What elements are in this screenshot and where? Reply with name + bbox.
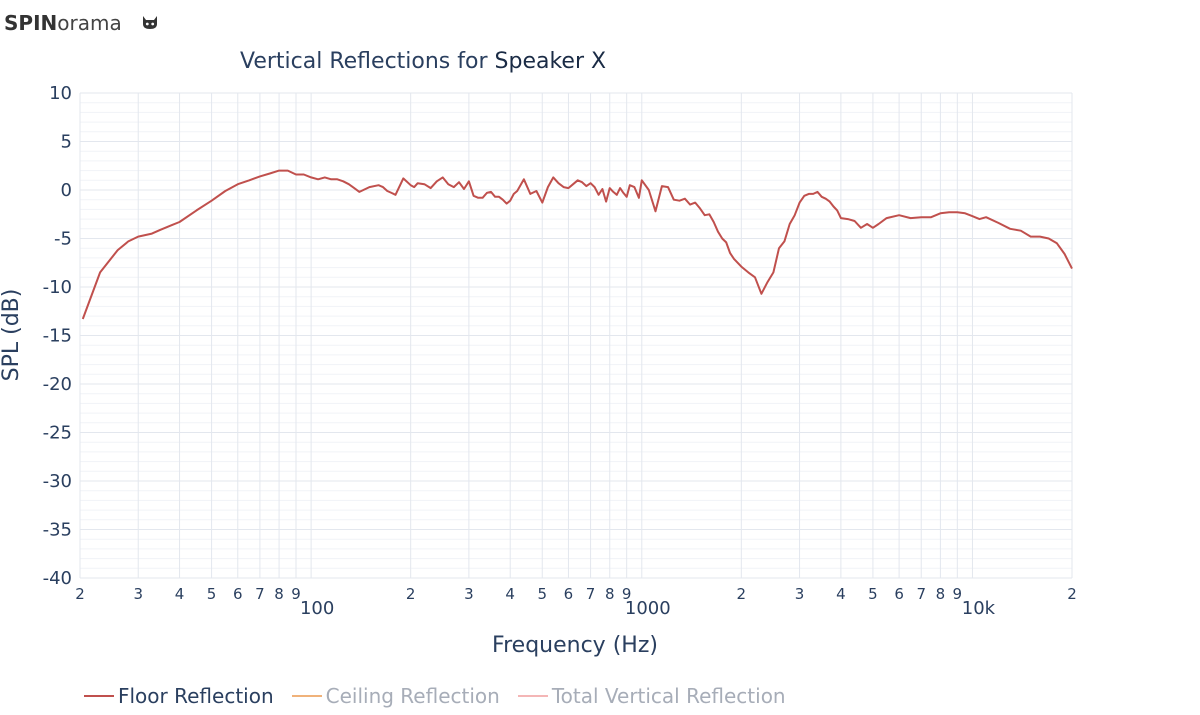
x-tick-label: 5 [537,585,547,603]
x-tick-label: 9 [291,585,301,603]
x-tick-label: 9 [953,585,963,603]
legend-item-2[interactable]: Total Vertical Reflection [517,684,786,708]
y-tick-label: 5 [61,132,72,153]
x-tick-label: 7 [586,585,596,603]
chart-title-speaker: Speaker X [495,49,607,74]
y-tick-label: -25 [43,423,72,444]
y-tick-label: 10 [49,83,72,104]
x-tick-label: 10k [962,598,996,619]
x-tick-label: 8 [936,585,946,603]
x-tick-label: 2 [1067,585,1077,603]
x-tick-label: 4 [175,585,185,603]
x-tick-label: 4 [836,585,846,603]
x-tick-label: 9 [622,585,632,603]
x-tick-label: 8 [274,585,284,603]
y-tick-label: -40 [43,568,72,589]
x-tick-label: 5 [207,585,217,603]
y-tick-label: -15 [43,326,72,347]
x-tick-label: 3 [795,585,805,603]
x-tick-label: 8 [605,585,615,603]
chart: Vertical Reflections for Speaker X 10 5 0 -… [0,49,1077,658]
y-tick-label: -10 [43,277,72,298]
x-tick-label: 7 [916,585,926,603]
series-line-0 [81,169,1073,320]
x-tick-label: 4 [505,585,515,603]
legend-label: Floor Reflection [118,684,274,708]
legend-swatch [291,695,322,697]
x-tick-label: 100 [300,598,334,619]
y-tick-label: 0 [61,180,72,201]
y-tick-label: -30 [43,471,72,492]
y-axis-ticks: 10 5 0 -5 -10 -15 -20 -25 -30 -35 -40 [43,83,72,589]
x-tick-label: 6 [564,585,574,603]
x-tick-label: 7 [255,585,265,603]
x-tick-label: 6 [233,585,243,603]
y-axis-title: SPL (dB) [0,289,24,382]
legend-swatch [84,695,114,697]
x-tick-label: 3 [133,585,143,603]
y-tick-label: -35 [43,520,72,541]
legend-item-1[interactable]: Ceiling Reflection [291,684,500,708]
x-tick-label: 5 [868,585,878,603]
x-tick-label: 2 [406,585,416,603]
legend-item-0[interactable]: Floor Reflection [84,684,274,708]
plot-area[interactable] [81,169,1073,320]
legend-label: Total Vertical Reflection [551,684,786,708]
github-icon[interactable] [140,13,160,33]
x-tick-label: 2 [737,585,747,603]
chart-title-prefix: Vertical Reflections for [240,49,495,74]
chart-title: Vertical Reflections for Speaker X [240,49,606,74]
x-axis-title: Frequency (Hz) [492,633,658,658]
y-tick-label: -20 [43,374,72,395]
brand-name-light: orama [57,11,122,35]
y-tick-label: -5 [54,229,72,250]
legend: Floor Reflection Ceiling Reflection Total … [84,684,786,708]
brand-name-bold: SPIN [4,11,58,35]
x-tick-label: 1000 [625,598,671,619]
grid [79,92,1073,579]
brand-logo[interactable]: SPIN orama [4,10,160,36]
x-tick-label: 6 [894,585,904,603]
legend-swatch [517,695,548,697]
legend-label: Ceiling Reflection [325,684,500,708]
x-tick-label: 3 [464,585,474,603]
x-tick-label: 2 [75,585,85,603]
